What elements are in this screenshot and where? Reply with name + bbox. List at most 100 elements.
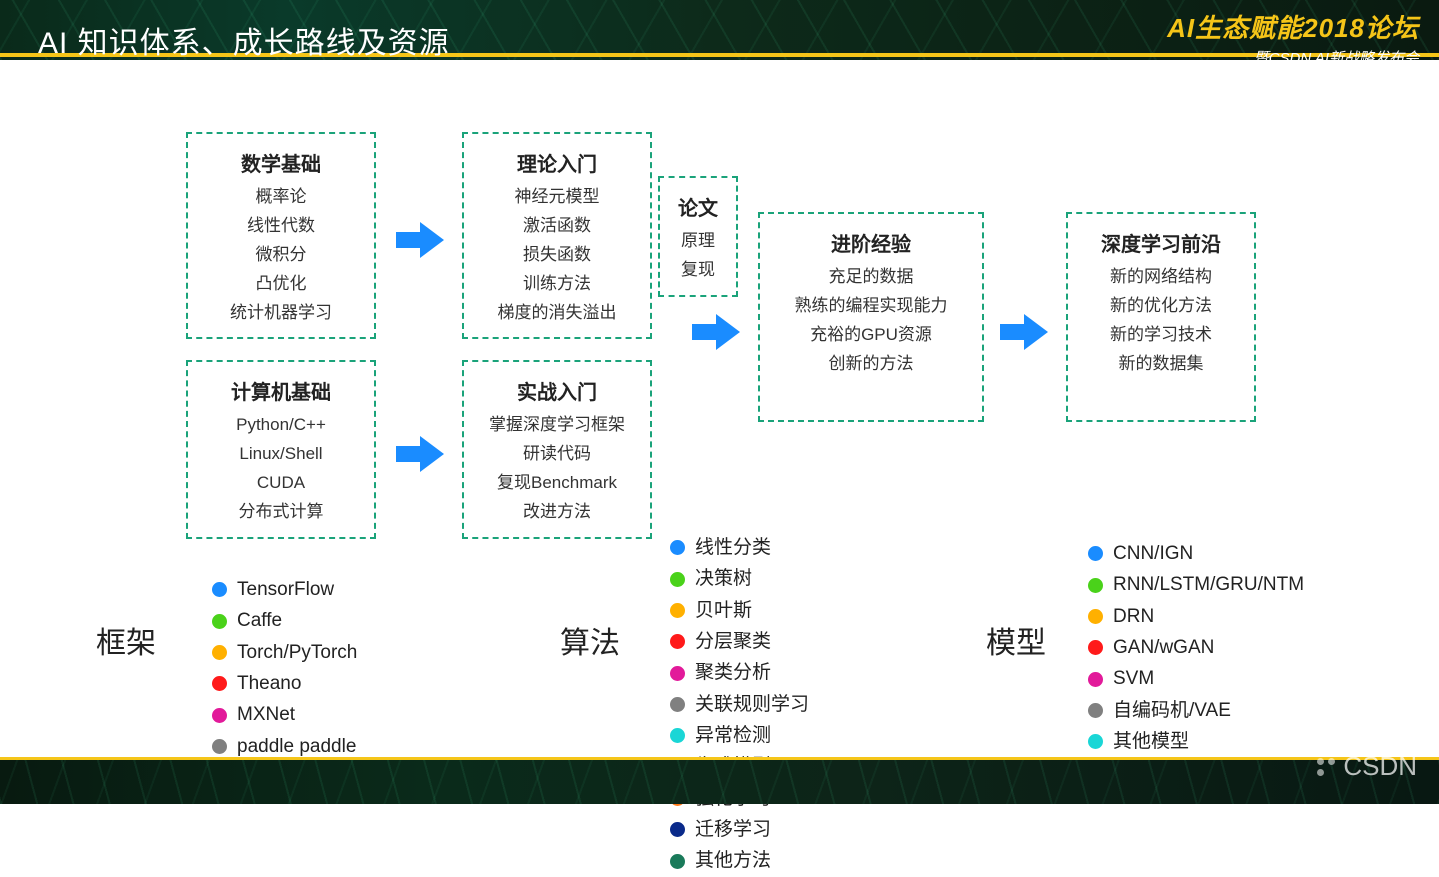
watermark-text: CSDN — [1343, 751, 1417, 782]
box-theory-item: 梯度的消失溢出 — [474, 299, 640, 328]
box-frontier-item: 新的数据集 — [1078, 350, 1244, 379]
arrow-icon — [690, 310, 742, 354]
arrow-icon — [394, 218, 446, 262]
bullet-dot-icon — [670, 666, 685, 681]
event-logo: AI生态赋能2018论坛 暨CSDN AI新战略发布会 — [1167, 8, 1419, 68]
box-advance-item: 充足的数据 — [770, 263, 972, 292]
bullet-list-model: CNN/IGNRNN/LSTM/GRU/NTMDRNGAN/wGANSVM自编码… — [1088, 538, 1304, 757]
bullet-dot-icon — [670, 822, 685, 837]
bullet-list-algorithm: 线性分类决策树贝叶斯分层聚类聚类分析关联规则学习异常检测生成模型强化学习迁移学习… — [670, 532, 809, 877]
bullet-text: DRN — [1113, 601, 1154, 632]
bullet-dot-icon — [670, 854, 685, 869]
bullet-dot-icon — [212, 708, 227, 723]
box-frontier-item: 新的优化方法 — [1078, 292, 1244, 321]
box-advance-title: 进阶经验 — [770, 228, 972, 257]
box-cs-item: Python/C++ — [198, 411, 364, 440]
box-cs-item: 分布式计算 — [198, 498, 364, 527]
list-item: Caffe — [212, 605, 357, 636]
arrow-icon — [394, 432, 446, 476]
bullet-text: Theano — [237, 668, 301, 699]
bullet-text: RNN/LSTM/GRU/NTM — [1113, 569, 1304, 600]
box-math: 数学基础概率论线性代数微积分凸优化统计机器学习 — [186, 132, 376, 339]
list-item: DRN — [1088, 601, 1304, 632]
box-paper: 论文原理复现 — [658, 176, 738, 297]
box-theory-title: 理论入门 — [474, 148, 640, 177]
bullet-text: 线性分类 — [695, 532, 771, 563]
box-frontier-item: 新的学习技术 — [1078, 321, 1244, 350]
list-item: 迁移学习 — [670, 814, 809, 845]
bullet-dot-icon — [1088, 609, 1103, 624]
bullet-text: 自编码机/VAE — [1113, 695, 1231, 726]
bullet-text: TensorFlow — [237, 574, 334, 605]
box-theory: 理论入门神经元模型激活函数损失函数训练方法梯度的消失溢出 — [462, 132, 652, 339]
logo-main-text: AI生态赋能2018论坛 — [1167, 8, 1419, 45]
section-label-algorithm: 算法 — [560, 618, 620, 662]
list-item: 线性分类 — [670, 532, 809, 563]
list-item: RNN/LSTM/GRU/NTM — [1088, 569, 1304, 600]
box-frontier-title: 深度学习前沿 — [1078, 228, 1244, 257]
section-label-framework: 框架 — [96, 618, 156, 662]
bullet-dot-icon — [1088, 672, 1103, 687]
bullet-text: SVM — [1113, 663, 1154, 694]
list-item: 自编码机/VAE — [1088, 695, 1304, 726]
list-item: 关联规则学习 — [670, 689, 809, 720]
list-item: TensorFlow — [212, 574, 357, 605]
list-item: 异常检测 — [670, 720, 809, 751]
list-item: 其他方法 — [670, 845, 809, 876]
box-practice: 实战入门掌握深度学习框架研读代码复现Benchmark改进方法 — [462, 360, 652, 539]
bullet-dot-icon — [212, 582, 227, 597]
box-math-item: 线性代数 — [198, 212, 364, 241]
bullet-dot-icon — [212, 676, 227, 691]
box-advance-item: 充裕的GPU资源 — [770, 321, 972, 350]
bullet-dot-icon — [670, 572, 685, 587]
bullet-text: 聚类分析 — [695, 657, 771, 688]
bullet-text: Caffe — [237, 605, 282, 636]
bullet-text: MXNet — [237, 699, 295, 730]
list-item: SVM — [1088, 663, 1304, 694]
list-item: GAN/wGAN — [1088, 632, 1304, 663]
bullet-dot-icon — [1088, 734, 1103, 749]
box-math-item: 微积分 — [198, 241, 364, 270]
box-practice-item: 复现Benchmark — [474, 469, 640, 498]
box-theory-item: 神经元模型 — [474, 183, 640, 212]
bullet-dot-icon — [1088, 546, 1103, 561]
list-item: 决策树 — [670, 563, 809, 594]
list-item: 其他模型 — [1088, 726, 1304, 757]
bullet-text: 关联规则学习 — [695, 689, 809, 720]
bullet-text: CNN/IGN — [1113, 538, 1193, 569]
box-math-item: 统计机器学习 — [198, 299, 364, 328]
bottom-banner — [0, 760, 1439, 804]
bullet-dot-icon — [212, 614, 227, 629]
box-theory-item: 损失函数 — [474, 241, 640, 270]
list-item: Torch/PyTorch — [212, 637, 357, 668]
bullet-text: 贝叶斯 — [695, 595, 752, 626]
box-math-item: 概率论 — [198, 183, 364, 212]
bullet-text: GAN/wGAN — [1113, 632, 1214, 663]
bullet-text: 其他模型 — [1113, 726, 1189, 757]
wechat-icon — [1315, 756, 1337, 778]
box-cs-item: Linux/Shell — [198, 440, 364, 469]
page-title: AI 知识体系、成长路线及资源 — [38, 18, 450, 62]
box-practice-item: 改进方法 — [474, 498, 640, 527]
box-frontier: 深度学习前沿新的网络结构新的优化方法新的学习技术新的数据集 — [1066, 212, 1256, 422]
box-math-item: 凸优化 — [198, 270, 364, 299]
list-item: Theano — [212, 668, 357, 699]
box-cs-title: 计算机基础 — [198, 376, 364, 405]
list-item: 贝叶斯 — [670, 595, 809, 626]
box-advance: 进阶经验充足的数据熟练的编程实现能力充裕的GPU资源创新的方法 — [758, 212, 984, 422]
box-theory-item: 激活函数 — [474, 212, 640, 241]
arrow-icon — [998, 310, 1050, 354]
bullet-text: 异常检测 — [695, 720, 771, 751]
box-theory-item: 训练方法 — [474, 270, 640, 299]
bullet-text: 其他方法 — [695, 845, 771, 876]
bullet-text: 分层聚类 — [695, 626, 771, 657]
bullet-dot-icon — [212, 739, 227, 754]
bullet-dot-icon — [212, 645, 227, 660]
bullet-text: 决策树 — [695, 563, 752, 594]
section-label-model: 模型 — [986, 618, 1046, 662]
box-advance-item: 熟练的编程实现能力 — [770, 292, 972, 321]
list-item: 聚类分析 — [670, 657, 809, 688]
box-paper-title: 论文 — [670, 192, 726, 221]
bullet-dot-icon — [1088, 640, 1103, 655]
box-paper-item: 复现 — [670, 256, 726, 285]
